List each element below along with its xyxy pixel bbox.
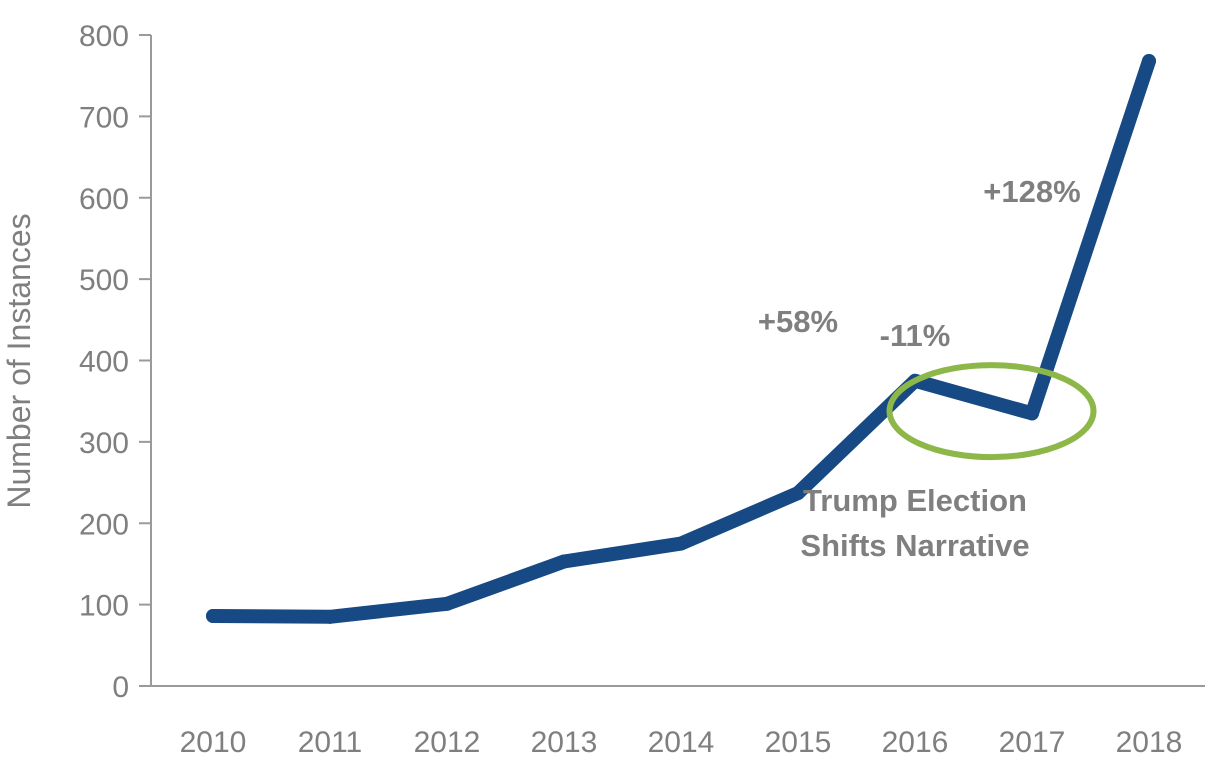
annotation-label: Trump Election bbox=[803, 483, 1027, 518]
x-tick-label: 2018 bbox=[1116, 726, 1183, 759]
data-point bbox=[791, 486, 805, 501]
y-tick-label: 200 bbox=[79, 508, 129, 541]
data-point bbox=[1025, 406, 1039, 421]
y-tick-label: 500 bbox=[79, 264, 129, 297]
y-tick-label: 700 bbox=[79, 101, 129, 134]
x-tick-label: 2010 bbox=[180, 726, 247, 759]
annotation-label: +58% bbox=[758, 304, 838, 339]
highlight-group bbox=[886, 362, 1097, 461]
y-tick-label: 0 bbox=[112, 671, 129, 704]
x-tick-label: 2012 bbox=[414, 726, 481, 759]
highlight-ellipse bbox=[886, 362, 1097, 461]
annotation-label: Shifts Narrative bbox=[800, 528, 1029, 563]
data-point bbox=[440, 596, 454, 611]
data-point bbox=[206, 609, 220, 624]
data-point bbox=[674, 536, 688, 551]
annotation-label: -11% bbox=[880, 318, 951, 353]
x-tick-label: 2013 bbox=[531, 726, 598, 759]
y-axis-ticks: 0 100 200 300 400 500 600 700 800 bbox=[79, 20, 151, 704]
y-tick-label: 100 bbox=[79, 590, 129, 623]
data-point bbox=[557, 554, 571, 569]
annotation-label: +128% bbox=[983, 174, 1080, 209]
data-point bbox=[323, 609, 337, 624]
y-axis-title: Number of Instances bbox=[1, 213, 37, 508]
x-tick-label: 2016 bbox=[882, 726, 949, 759]
x-axis-ticks: 2010 2011 2012 2013 2014 2015 2016 2017 2018 bbox=[180, 726, 1183, 759]
y-tick-label: 400 bbox=[79, 346, 129, 379]
y-tick-label: 800 bbox=[79, 20, 129, 53]
y-tick-label: 300 bbox=[79, 427, 129, 460]
annotations-group: +58% -11% +128% Trump Election Shifts Narrat… bbox=[758, 174, 1081, 563]
data-point bbox=[1142, 54, 1156, 69]
x-tick-label: 2017 bbox=[999, 726, 1066, 759]
x-tick-label: 2011 bbox=[298, 726, 363, 759]
x-tick-label: 2015 bbox=[765, 726, 832, 759]
x-tick-label: 2014 bbox=[648, 726, 715, 759]
y-tick-label: 600 bbox=[79, 183, 129, 216]
